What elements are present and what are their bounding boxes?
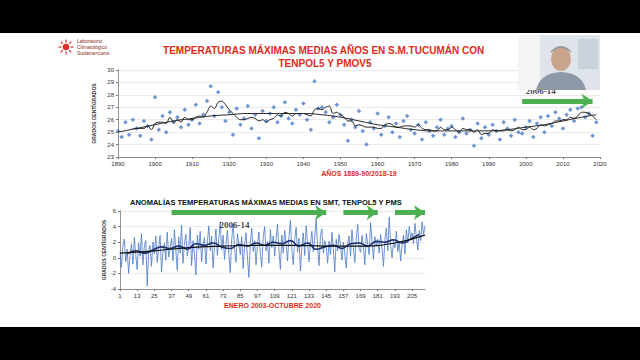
svg-text:-2: -2 bbox=[111, 270, 117, 276]
svg-text:61: 61 bbox=[203, 293, 210, 299]
svg-text:2: 2 bbox=[113, 239, 117, 245]
svg-text:1990: 1990 bbox=[482, 161, 496, 167]
svg-text:4: 4 bbox=[113, 224, 117, 230]
svg-text:23: 23 bbox=[107, 154, 114, 160]
svg-text:1890: 1890 bbox=[111, 161, 125, 167]
svg-text:27: 27 bbox=[107, 104, 114, 110]
svg-text:26: 26 bbox=[107, 117, 114, 123]
svg-text:2006-14: 2006-14 bbox=[525, 86, 556, 97]
svg-text:1910: 1910 bbox=[185, 161, 199, 167]
svg-text:37: 37 bbox=[168, 293, 175, 299]
svg-text:1: 1 bbox=[118, 293, 122, 299]
svg-text:205: 205 bbox=[407, 293, 418, 299]
svg-text:25: 25 bbox=[107, 129, 114, 135]
svg-text:13: 13 bbox=[134, 293, 141, 299]
svg-text:97: 97 bbox=[254, 293, 261, 299]
svg-text:157: 157 bbox=[338, 293, 349, 299]
svg-text:2000: 2000 bbox=[519, 161, 533, 167]
svg-text:2010: 2010 bbox=[556, 161, 570, 167]
svg-text:1940: 1940 bbox=[297, 161, 311, 167]
svg-text:1970: 1970 bbox=[408, 161, 422, 167]
svg-text:1930: 1930 bbox=[260, 161, 274, 167]
svg-text:AÑOS 1889-90/2018-19: AÑOS 1889-90/2018-19 bbox=[321, 169, 397, 177]
svg-text:181: 181 bbox=[373, 293, 384, 299]
svg-text:TEMPERATURAS MÁXIMAS MEDIAS AÑ: TEMPERATURAS MÁXIMAS MEDIAS AÑOS EN S.M.… bbox=[163, 44, 487, 56]
svg-text:2020: 2020 bbox=[593, 161, 607, 167]
svg-text:25: 25 bbox=[151, 293, 158, 299]
svg-text:109: 109 bbox=[270, 293, 281, 299]
svg-text:1960: 1960 bbox=[371, 161, 385, 167]
svg-text:121: 121 bbox=[287, 293, 298, 299]
svg-text:1920: 1920 bbox=[223, 161, 237, 167]
svg-text:1980: 1980 bbox=[445, 161, 459, 167]
svg-text:73: 73 bbox=[220, 293, 227, 299]
svg-text:145: 145 bbox=[321, 293, 332, 299]
svg-text:6: 6 bbox=[113, 208, 117, 214]
svg-text:0: 0 bbox=[113, 255, 117, 261]
svg-text:85: 85 bbox=[237, 293, 244, 299]
svg-text:49: 49 bbox=[185, 293, 192, 299]
svg-text:2006-14: 2006-14 bbox=[220, 220, 250, 230]
svg-text:ANOMALÍAS TEMPERATURAS MÁXIMAS: ANOMALÍAS TEMPERATURAS MÁXIMAS MEDIAS EN… bbox=[130, 198, 402, 207]
svg-text:1900: 1900 bbox=[148, 161, 162, 167]
svg-text:1950: 1950 bbox=[334, 161, 348, 167]
svg-text:-4: -4 bbox=[111, 286, 117, 292]
svg-text:133: 133 bbox=[304, 293, 315, 299]
svg-text:ENERO 2003-OCTUBRE 2020: ENERO 2003-OCTUBRE 2020 bbox=[224, 302, 321, 309]
svg-text:TENPOL5 Y PMOV5: TENPOL5 Y PMOV5 bbox=[279, 58, 372, 69]
svg-text:24: 24 bbox=[107, 142, 114, 148]
svg-text:29: 29 bbox=[107, 79, 114, 85]
svg-text:GRADOS CENTÍGRADOS: GRADOS CENTÍGRADOS bbox=[90, 83, 97, 144]
svg-text:193: 193 bbox=[390, 293, 401, 299]
html-text:Laboratorio Climatológico Suda: Laboratorio Climatológico Sudamericano bbox=[77, 38, 110, 56]
svg-text:169: 169 bbox=[356, 293, 367, 299]
svg-text:28: 28 bbox=[107, 92, 114, 98]
svg-text:30: 30 bbox=[107, 67, 114, 73]
svg-text:GRADOS CENTÍGRADOS: GRADOS CENTÍGRADOS bbox=[100, 219, 107, 280]
